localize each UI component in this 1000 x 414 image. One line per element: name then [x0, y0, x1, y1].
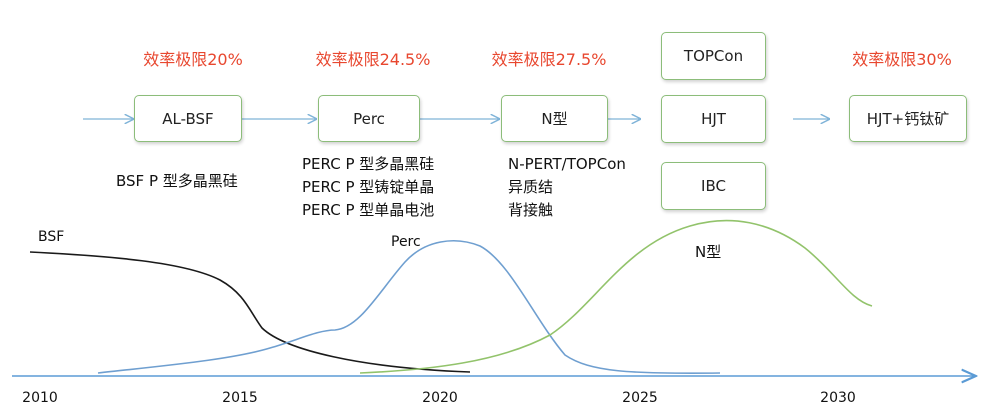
year-label: 2030	[820, 390, 856, 406]
curve-label-perc: Perc	[391, 234, 421, 250]
description-n-type-line: 背接触	[508, 201, 554, 219]
description-perc-line: PERC P 型多晶黑硅	[302, 155, 435, 173]
efficiency-limit-ntype: 效率极限27.5%	[491, 50, 607, 69]
stage-box-al-bsf: AL-BSF	[134, 95, 242, 142]
stage-box-hjt-perovskite: HJT+钙钛矿	[849, 95, 967, 142]
year-label: 2010	[22, 390, 58, 406]
year-label: 2025	[622, 390, 658, 406]
stage-box-hjt: HJT	[661, 95, 766, 143]
stage-box-n-type: N型	[501, 95, 608, 142]
description-n-type: N-PERT/TOPCon 异质结 背接触	[508, 153, 626, 222]
description-bsf: BSF P 型多晶黑硅	[116, 170, 238, 193]
description-perc-line: PERC P 型铸锭单晶	[302, 178, 435, 196]
efficiency-limit-hjt-perovskite: 效率极限30%	[852, 50, 952, 69]
stage-box-topcon: TOPCon	[661, 32, 766, 80]
description-bsf-line: BSF P 型多晶黑硅	[116, 172, 238, 190]
description-n-type-line: N-PERT/TOPCon	[508, 155, 626, 173]
n-type-curve	[359, 219, 873, 374]
bsf-curve	[29, 251, 471, 373]
description-perc-line: PERC P 型单晶电池	[302, 201, 435, 219]
curve-label-bsf: BSF	[38, 229, 65, 245]
year-label: 2020	[422, 390, 458, 406]
efficiency-limit-perc: 效率极限24.5%	[315, 50, 431, 69]
stage-box-perc: Perc	[318, 95, 420, 142]
efficiency-limit-albsf: 效率极限20%	[143, 50, 243, 69]
description-perc: PERC P 型多晶黑硅 PERC P 型铸锭单晶 PERC P 型单晶电池	[302, 153, 434, 222]
stage-box-ibc: IBC	[661, 162, 766, 210]
perc-curve	[97, 240, 721, 375]
description-n-type-line: 异质结	[508, 178, 554, 196]
curve-label-n-type: N型	[695, 243, 722, 261]
year-label: 2015	[222, 390, 258, 406]
